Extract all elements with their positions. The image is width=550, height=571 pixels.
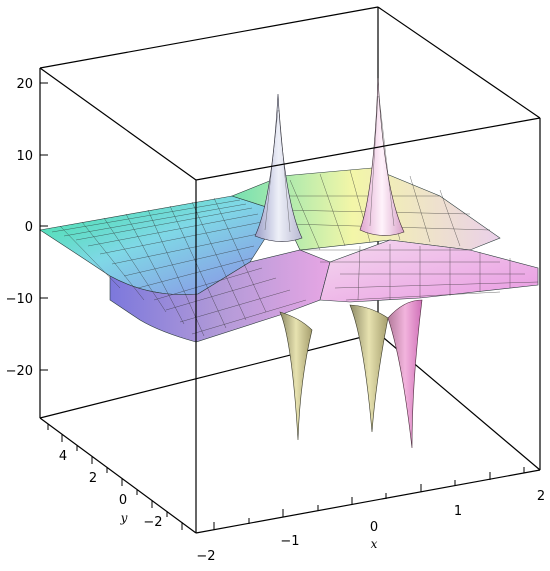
z-tick-label: −20 — [6, 364, 33, 379]
x-tick-label: 1 — [454, 504, 462, 519]
y-tick-label: −2 — [143, 515, 162, 530]
surface — [39, 77, 539, 449]
z-tick-label: 10 — [16, 149, 33, 164]
x-tick-label: 2 — [537, 489, 545, 504]
y-tick-label: 2 — [89, 471, 97, 486]
trough-left — [279, 311, 313, 441]
trough-middle — [349, 304, 389, 433]
x-tick-label: −2 — [196, 549, 215, 564]
y-axis-label: y — [120, 511, 128, 525]
y-tick-label: 0 — [119, 493, 127, 508]
z-axis: 20 10 0 −10 −20 — [6, 77, 48, 379]
x-tick-label: −1 — [280, 534, 299, 549]
x-axis-label: x — [371, 537, 378, 551]
x-tick-label: 0 — [370, 520, 378, 535]
bounding-box-front — [39, 67, 541, 534]
trough-right — [387, 299, 423, 449]
z-tick-label: 0 — [25, 220, 33, 235]
z-tick-label: −10 — [6, 292, 33, 307]
surface-mesh — [51, 167, 539, 337]
spike-right — [359, 77, 405, 236]
y-axis: 4 2 0 −2 y — [47, 424, 183, 530]
z-tick-label: 20 — [16, 77, 33, 92]
x-axis: −2 −1 0 1 2 x — [196, 467, 545, 564]
surface-right-plateau — [319, 239, 539, 303]
y-tick-label: 4 — [59, 449, 67, 464]
